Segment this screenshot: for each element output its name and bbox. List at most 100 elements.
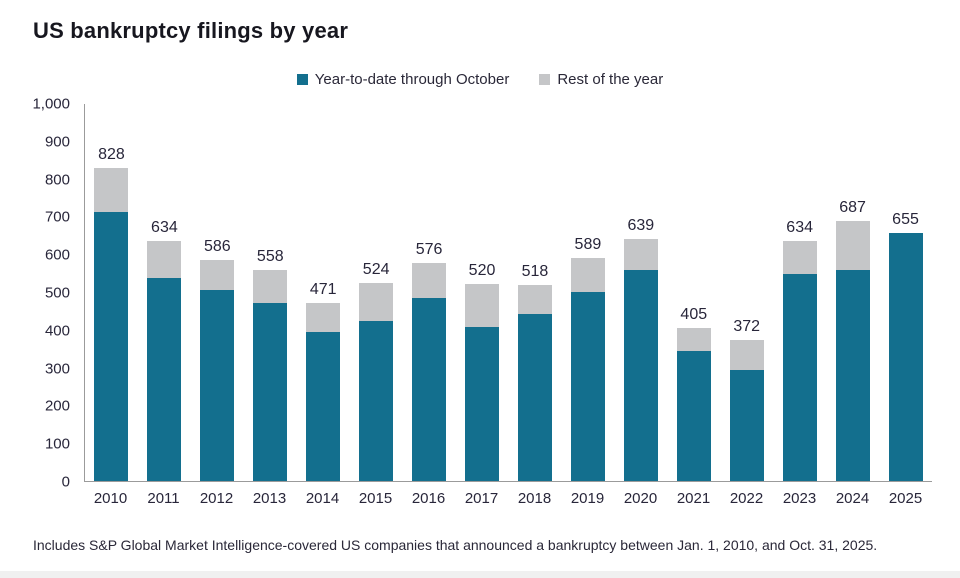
bar-total-label: 586 xyxy=(203,237,231,255)
bar-slot-2012: 586 xyxy=(191,104,244,481)
segment-rest-of-year xyxy=(782,241,817,274)
x-tick-label-2016: 2016 xyxy=(411,490,446,507)
bar-slot-2021: 405 xyxy=(667,104,720,481)
bar-slot-2019: 589 xyxy=(561,104,614,481)
y-tick-label: 1,000 xyxy=(32,95,70,113)
bars-container: 828 634 586 558 471 524 576 520 518 589 639 405 372 6… xyxy=(85,104,932,481)
x-axis-labels: 2010 2011 2012 2013 2014 2015 2016 2017 2018 2019… xyxy=(84,490,932,507)
bar-2021 xyxy=(676,327,711,481)
x-tick-label-2025: 2025 xyxy=(888,490,923,507)
x-tick-label-2015: 2015 xyxy=(358,490,393,507)
bar-slot-2015: 524 xyxy=(350,104,403,481)
segment-ytd xyxy=(200,289,235,481)
bar-2017 xyxy=(465,284,500,481)
segment-rest-of-year xyxy=(729,340,764,371)
bar-2023 xyxy=(782,241,817,481)
bar-slot-2010: 828 xyxy=(85,104,138,481)
bar-2012 xyxy=(200,259,235,481)
segment-ytd xyxy=(253,302,288,481)
bar-slot-2025: 655 xyxy=(879,104,932,481)
segment-ytd xyxy=(729,370,764,481)
segment-ytd xyxy=(676,350,711,481)
footnote: Includes S&P Global Market Intelligence-… xyxy=(33,537,878,553)
y-tick-label: 0 xyxy=(61,473,70,491)
y-tick-label: 400 xyxy=(44,322,70,340)
y-tick-label: 700 xyxy=(44,208,70,226)
x-tick-label-2023: 2023 xyxy=(782,490,817,507)
bar-2025 xyxy=(888,233,923,481)
bar-total-label: 405 xyxy=(680,305,708,323)
segment-rest-of-year xyxy=(412,263,447,299)
x-tick-label-2024: 2024 xyxy=(835,490,870,507)
bar-slot-2018: 518 xyxy=(509,104,562,481)
y-tick-label: 300 xyxy=(44,360,70,378)
bar-slot-2024: 687 xyxy=(826,104,879,481)
segment-ytd xyxy=(570,292,605,481)
segment-rest-of-year xyxy=(253,270,288,303)
segment-ytd xyxy=(147,278,182,481)
bar-total-label: 558 xyxy=(256,248,284,266)
y-tick-label: 100 xyxy=(44,435,70,453)
x-tick-label-2013: 2013 xyxy=(252,490,287,507)
segment-ytd xyxy=(888,233,923,481)
bar-total-label: 576 xyxy=(415,241,443,259)
y-tick-label: 600 xyxy=(44,246,70,264)
bar-total-label: 687 xyxy=(839,199,866,217)
bar-total-label: 634 xyxy=(786,219,813,237)
y-tick-label: 900 xyxy=(44,133,70,151)
bar-2020 xyxy=(623,239,658,481)
y-axis-labels: 1,000 900 800 700 600 500 400 300 200 100 0 xyxy=(0,96,70,491)
segment-ytd xyxy=(835,270,870,481)
segment-ytd xyxy=(623,270,658,481)
bar-2010 xyxy=(94,168,129,481)
segment-rest-of-year xyxy=(465,284,500,328)
segment-ytd xyxy=(94,212,129,481)
x-tick-label-2017: 2017 xyxy=(464,490,499,507)
segment-rest-of-year xyxy=(835,221,870,271)
bar-2024 xyxy=(835,221,870,481)
segment-rest-of-year xyxy=(517,285,552,314)
x-tick-label-2011: 2011 xyxy=(147,490,180,507)
x-tick-label-2010: 2010 xyxy=(93,490,128,507)
legend-item-rest: Rest of the year xyxy=(539,71,663,88)
legend-swatch-ytd-icon xyxy=(296,74,308,85)
bar-slot-2013: 558 xyxy=(244,104,297,481)
segment-rest-of-year xyxy=(94,168,129,213)
legend-label-ytd: Year-to-date through October xyxy=(314,71,510,88)
chart-legend: Year-to-date through October Rest of the… xyxy=(0,71,960,88)
segment-rest-of-year xyxy=(623,239,658,271)
bar-2015 xyxy=(359,282,394,481)
y-tick-label: 500 xyxy=(44,284,70,302)
bar-total-label: 471 xyxy=(309,280,337,298)
bottom-edge-strip xyxy=(0,571,960,578)
legend-item-ytd: Year-to-date through October xyxy=(296,71,510,88)
legend-label-rest: Rest of the year xyxy=(557,71,664,88)
segment-ytd xyxy=(465,327,500,481)
y-tick-label: 800 xyxy=(44,171,70,189)
segment-ytd xyxy=(306,332,341,481)
bar-total-label: 524 xyxy=(362,260,390,278)
x-tick-label-2022: 2022 xyxy=(729,490,764,507)
bar-total-label: 518 xyxy=(521,263,549,281)
segment-rest-of-year xyxy=(306,302,341,333)
bar-slot-2020: 639 xyxy=(614,104,667,481)
bar-2016 xyxy=(412,263,447,481)
x-tick-label-2014: 2014 xyxy=(305,490,340,507)
bar-total-label: 520 xyxy=(468,262,496,280)
bar-total-label: 372 xyxy=(733,318,761,336)
bar-2014 xyxy=(306,302,341,481)
x-tick-label-2018: 2018 xyxy=(517,490,552,507)
bar-slot-2014: 471 xyxy=(297,104,350,481)
segment-ytd xyxy=(782,273,817,481)
bar-slot-2011: 634 xyxy=(138,104,191,481)
x-tick-label-2020: 2020 xyxy=(623,490,658,507)
bar-2019 xyxy=(570,258,605,481)
bar-2018 xyxy=(517,285,552,481)
segment-ytd xyxy=(412,298,447,481)
segment-rest-of-year xyxy=(147,241,182,279)
y-tick-label: 200 xyxy=(44,397,70,415)
bar-total-label: 655 xyxy=(892,211,919,229)
bar-total-label: 828 xyxy=(98,146,125,164)
plot-area: 828 634 586 558 471 524 576 520 518 589 639 405 372 6… xyxy=(84,104,932,482)
